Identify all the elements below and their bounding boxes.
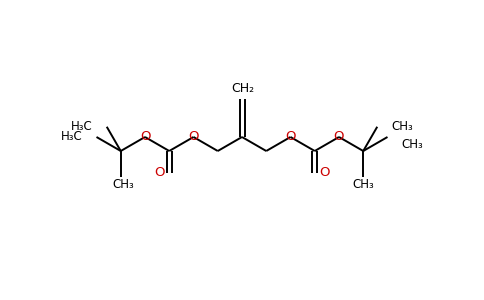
Text: O: O	[188, 130, 199, 142]
Text: CH₃: CH₃	[112, 178, 134, 190]
Text: CH₃: CH₃	[402, 139, 423, 152]
Text: O: O	[285, 130, 296, 142]
Text: H₃C: H₃C	[71, 120, 93, 133]
Text: O: O	[319, 167, 330, 179]
Text: CH₂: CH₂	[231, 82, 255, 94]
Text: H₃C: H₃C	[61, 130, 82, 143]
Text: O: O	[154, 167, 165, 179]
Text: CH₃: CH₃	[352, 178, 374, 190]
Text: O: O	[334, 130, 344, 142]
Text: O: O	[140, 130, 150, 142]
Text: CH₃: CH₃	[391, 120, 413, 133]
